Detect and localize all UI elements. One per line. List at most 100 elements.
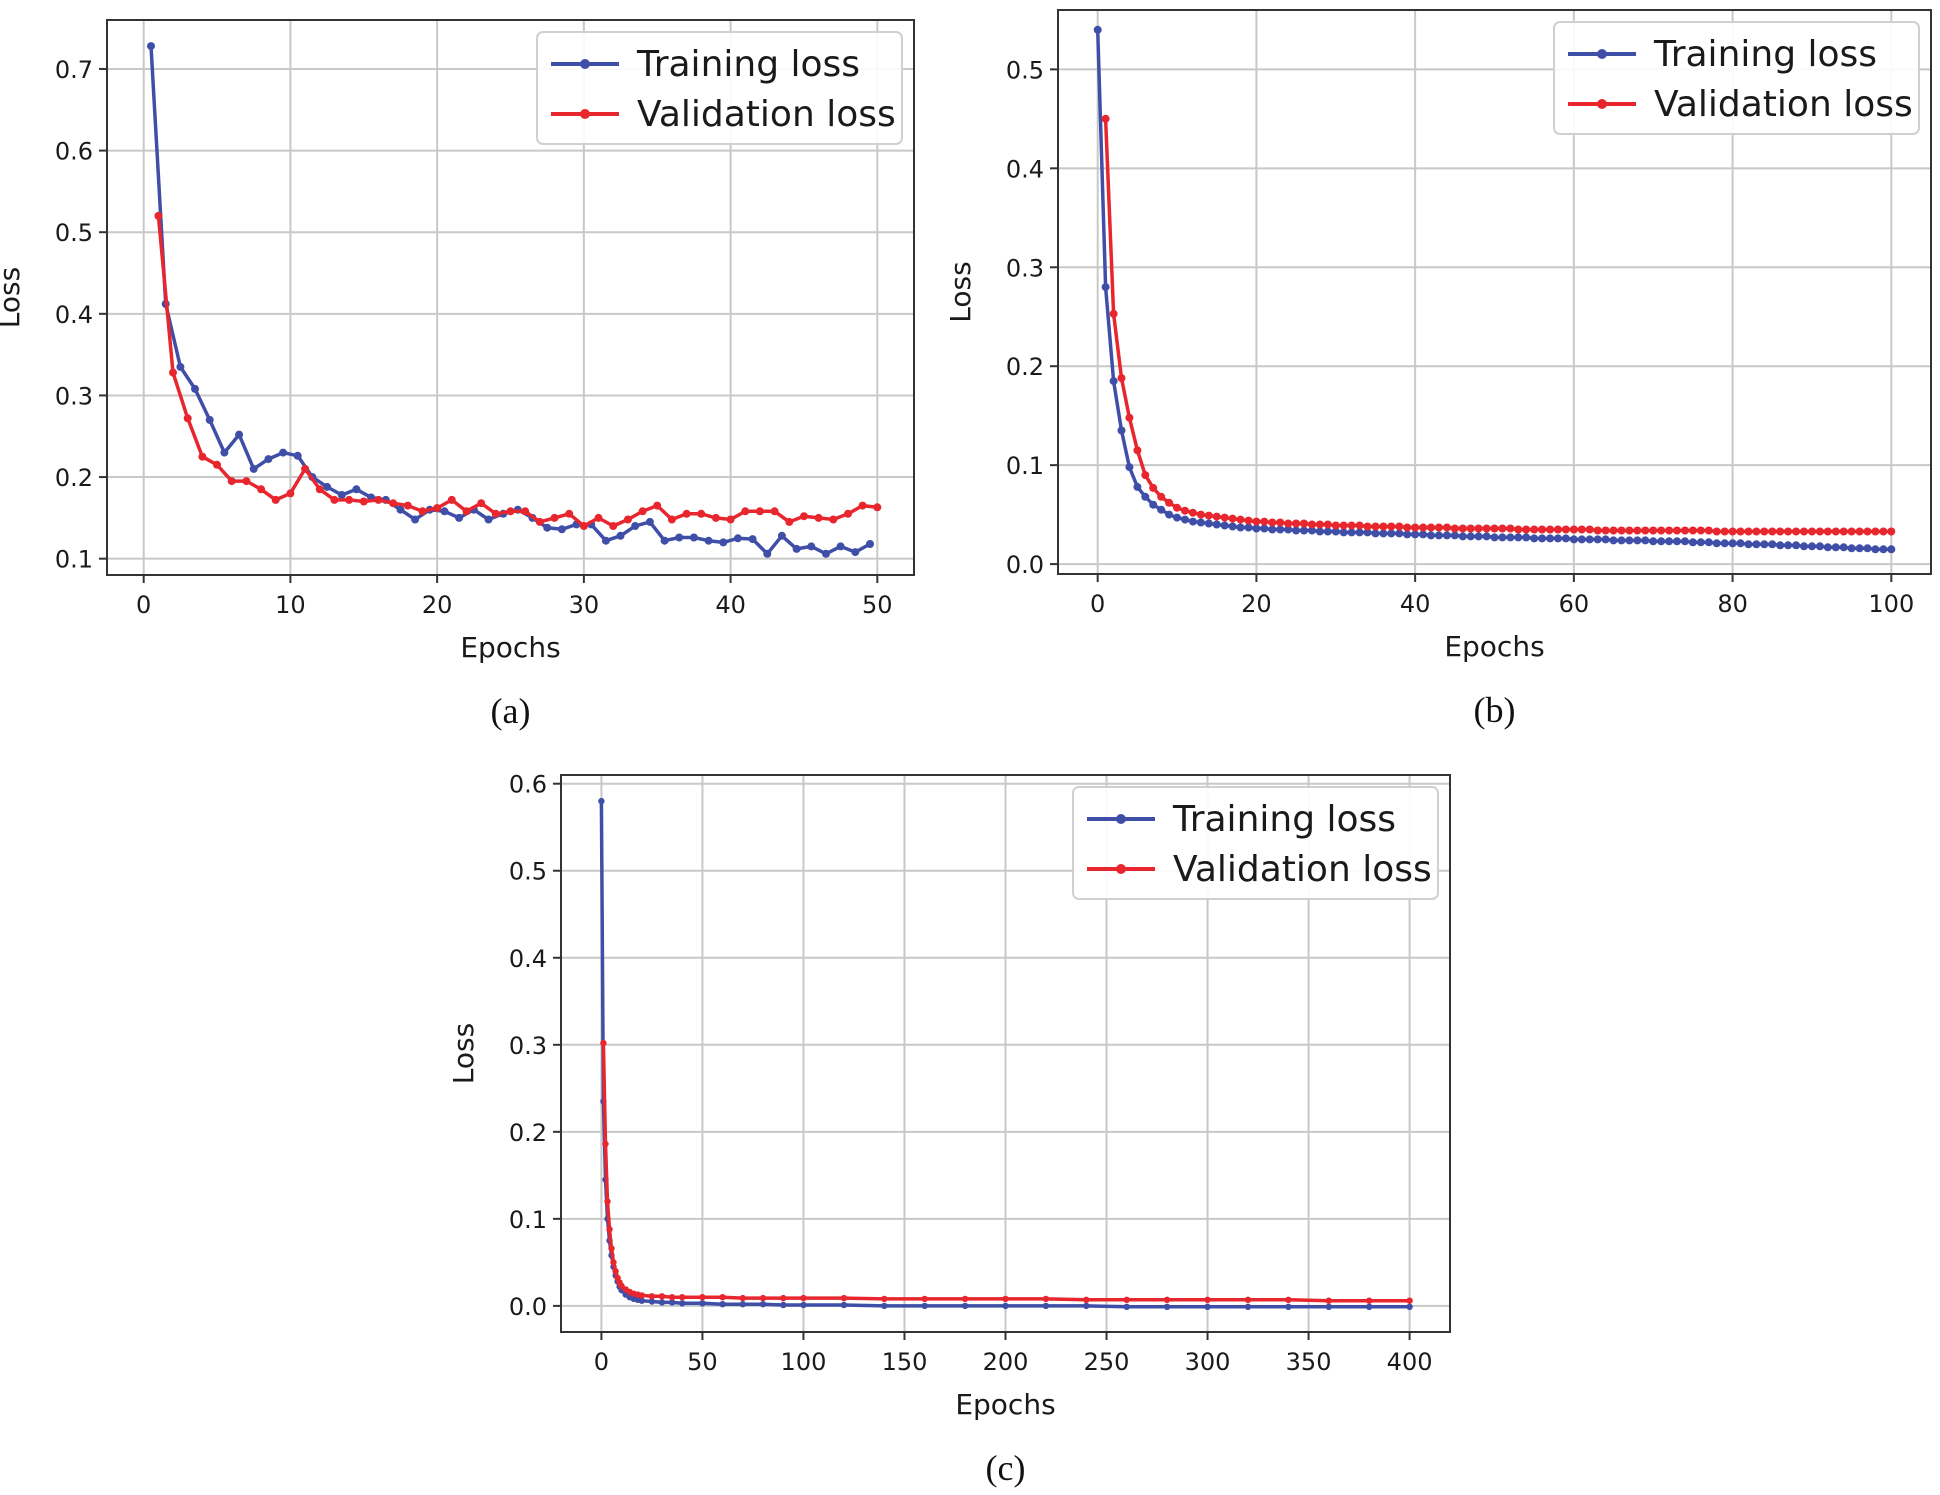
data-point (1042, 1295, 1050, 1303)
data-point (667, 515, 676, 524)
legend: Training loss Validation loss (1072, 786, 1439, 900)
y-tick-label: 0.4 (55, 301, 93, 329)
data-point (881, 1302, 888, 1310)
data-point (1704, 538, 1713, 547)
data-point (1323, 520, 1332, 529)
data-point (1728, 539, 1737, 548)
legend-marker (1116, 864, 1126, 874)
data-point (1002, 1302, 1009, 1310)
data-point (1831, 543, 1840, 552)
data-point (374, 495, 383, 504)
data-point (800, 1301, 807, 1309)
panel-c: 0 50 100 150 200 250 300 350 400 0.0 0.1 0.2 0.3 0.4 0… (447, 771, 1451, 1488)
data-point (227, 477, 236, 486)
data-point (1117, 374, 1126, 383)
data-point (1371, 522, 1380, 531)
data-point (1585, 535, 1594, 544)
x-axis-label: Epochs (955, 1388, 1055, 1421)
data-point (1720, 539, 1729, 548)
data-point (1387, 529, 1396, 538)
data-point (1712, 539, 1721, 548)
data-point (1752, 540, 1761, 549)
data-point (1760, 540, 1769, 549)
data-point (1141, 471, 1150, 480)
data-point (1355, 528, 1364, 537)
data-point (1450, 524, 1459, 533)
data-point (1181, 515, 1189, 524)
data-point (477, 499, 486, 508)
data-point (1823, 543, 1832, 552)
data-point (704, 536, 713, 545)
data-point (1577, 525, 1586, 534)
data-point (1285, 1296, 1292, 1304)
data-point (1530, 534, 1539, 543)
data-point (1173, 503, 1181, 512)
x-tick-label: 60 (1559, 590, 1590, 618)
data-point (608, 1245, 615, 1252)
data-point (1268, 518, 1277, 527)
data-point (1347, 528, 1356, 537)
series-line-validation (1103, 118, 1892, 534)
data-point (1315, 527, 1324, 536)
data-point (1498, 524, 1507, 533)
data-point (873, 503, 882, 512)
data-point (1561, 534, 1570, 543)
data-point (323, 482, 332, 491)
data-point (719, 1301, 726, 1308)
data-point (623, 515, 632, 524)
data-point (1220, 513, 1229, 522)
data-point (638, 1297, 645, 1304)
data-point (1474, 524, 1483, 533)
legend-box (1072, 786, 1439, 900)
data-point (301, 464, 310, 473)
data-point (1204, 1303, 1211, 1311)
x-tick-label: 150 (882, 1348, 928, 1376)
data-point (1561, 525, 1570, 534)
data-point (604, 1198, 611, 1205)
data-point (1554, 534, 1562, 543)
data-point (1641, 526, 1650, 535)
data-point (1411, 523, 1420, 532)
x-tick-label: 400 (1387, 1348, 1433, 1376)
data-point (1260, 517, 1269, 526)
data-point (1546, 525, 1555, 534)
y-tick-label: 0.4 (509, 945, 547, 973)
data-point (1577, 535, 1586, 544)
data-point (1736, 539, 1745, 548)
data-point (1347, 521, 1356, 530)
data-point (1323, 527, 1332, 536)
data-point (1450, 531, 1459, 540)
data-point (1617, 536, 1626, 545)
data-point (1673, 537, 1681, 546)
data-point (1181, 506, 1189, 515)
data-point (1212, 512, 1221, 521)
legend-marker (1116, 814, 1126, 824)
data-point (1657, 537, 1666, 546)
data-point (616, 531, 625, 540)
data-point (1125, 463, 1134, 472)
y-tick-label: 0.2 (1006, 353, 1044, 381)
data-point (1625, 526, 1634, 535)
data-point (279, 448, 288, 457)
data-point (1109, 309, 1118, 318)
legend-label: Validation loss (1173, 849, 1432, 890)
data-point (447, 495, 456, 504)
data-point (1002, 1295, 1009, 1303)
x-axis-label: Epochs (1444, 630, 1544, 663)
data-point (1276, 525, 1285, 534)
data-point (1649, 526, 1658, 535)
data-point (1514, 525, 1523, 534)
data-point (668, 1299, 676, 1306)
data-point (814, 513, 823, 522)
y-tick-label: 0.2 (509, 1119, 547, 1147)
data-point (1752, 527, 1761, 536)
data-point (1681, 526, 1689, 535)
data-point (739, 1301, 746, 1308)
data-point (1331, 521, 1340, 530)
data-point (1315, 520, 1324, 529)
data-point (763, 549, 772, 558)
data-point (1665, 526, 1674, 535)
data-point (1083, 1296, 1090, 1304)
data-point (719, 1294, 726, 1301)
data-point (1244, 1303, 1252, 1311)
